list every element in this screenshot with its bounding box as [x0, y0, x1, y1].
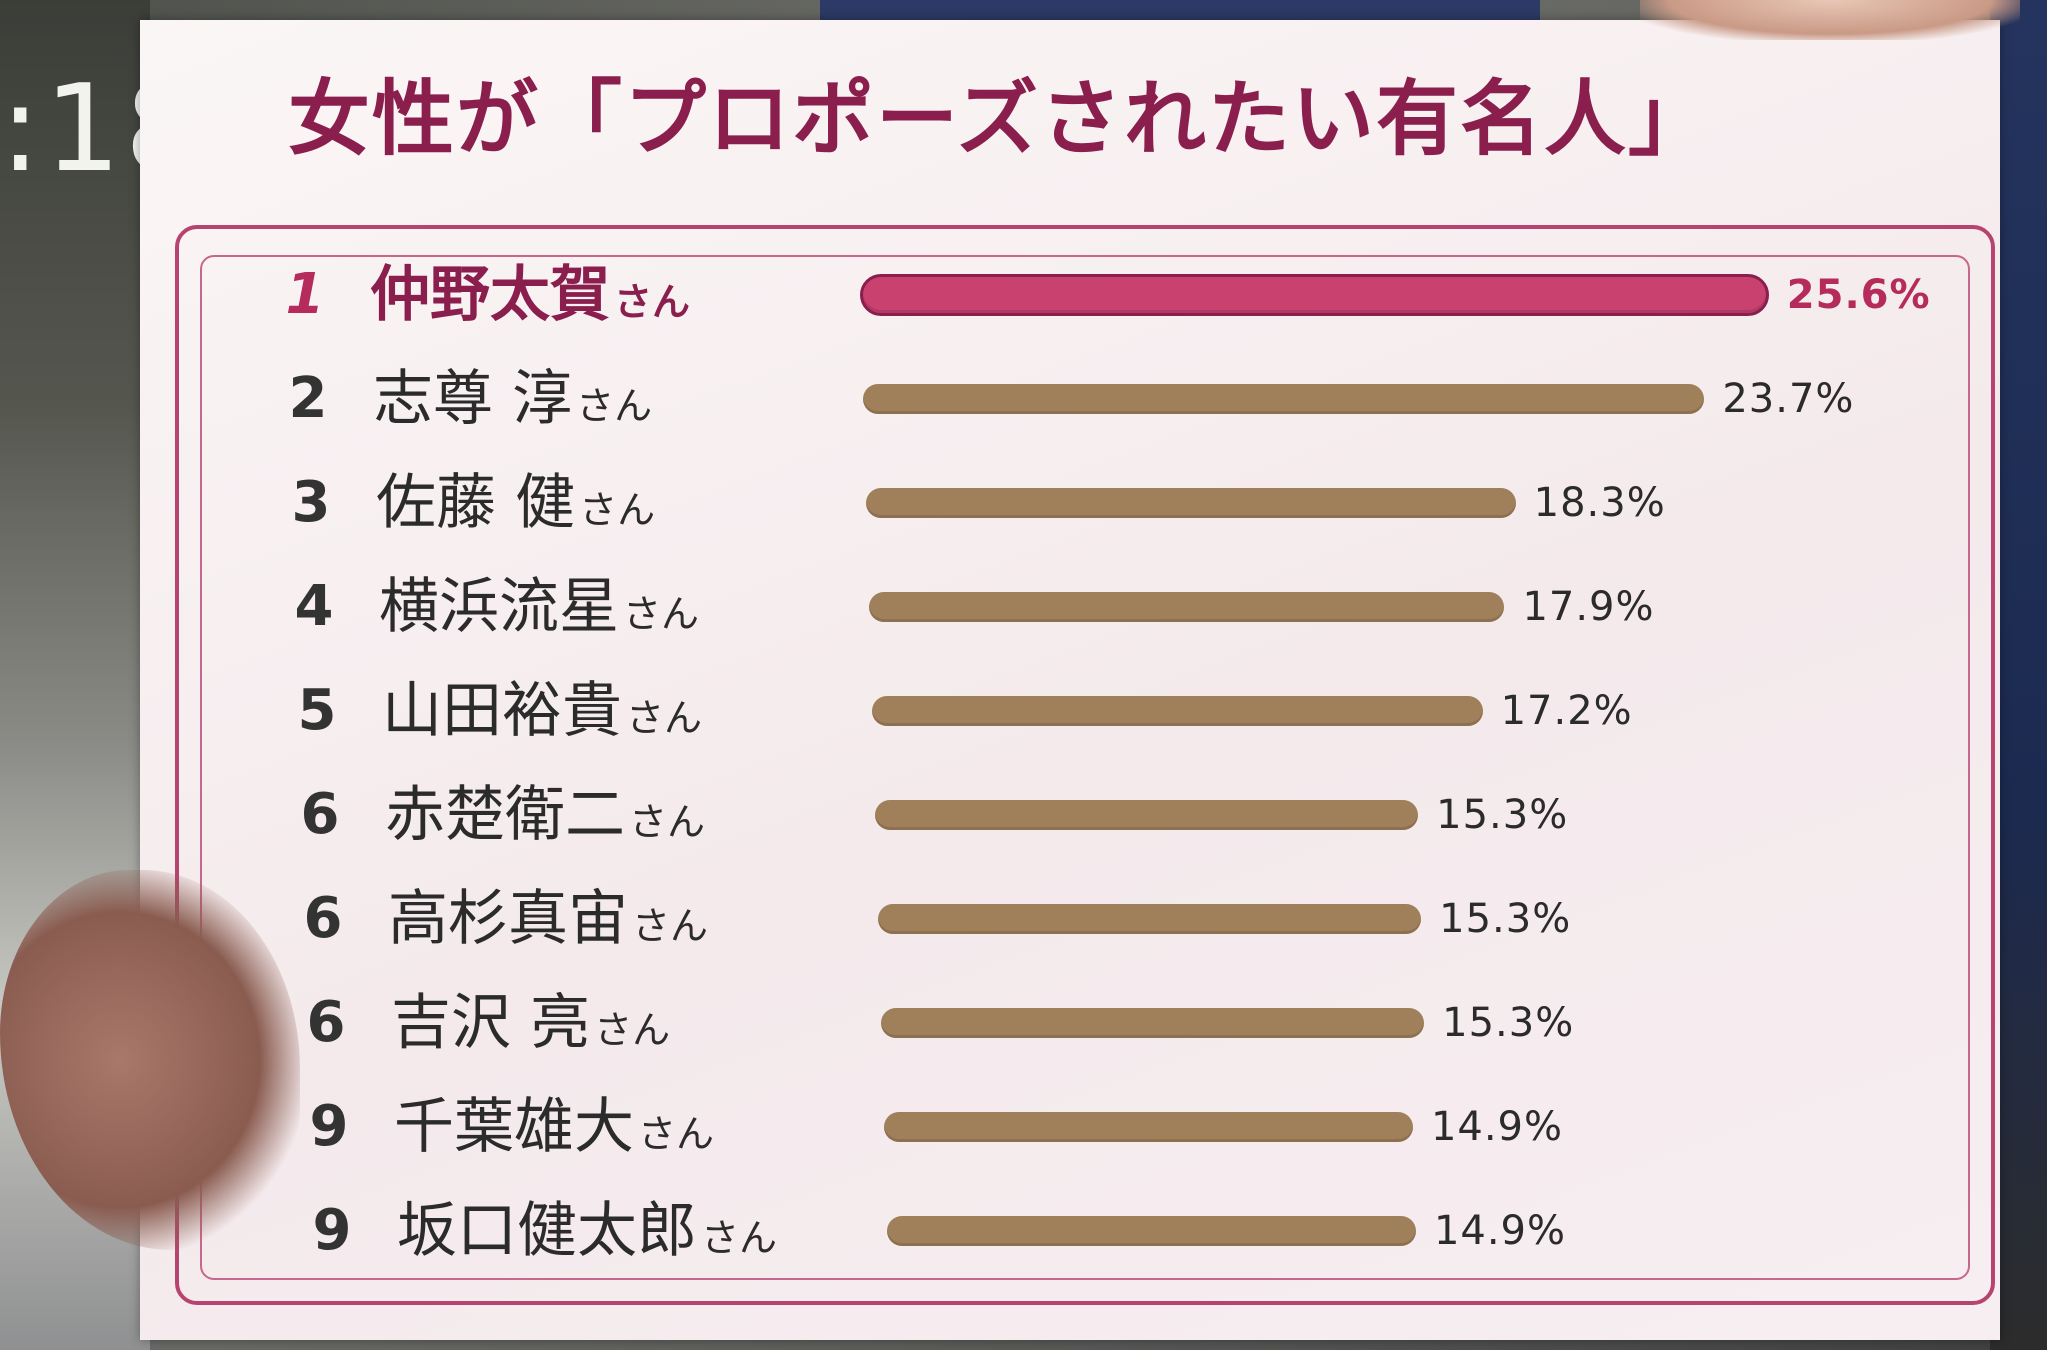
person-name: 吉沢 亮さん [391, 983, 670, 1063]
honorific-san: さん [623, 592, 700, 636]
person-name-text: 赤楚衛二 [385, 780, 625, 850]
value-label: 14.9% [1433, 1208, 1567, 1254]
honorific-san: さん [614, 280, 691, 324]
person-name-text: 高杉真宙 [388, 884, 628, 954]
person-name: 赤楚衛二 さん [385, 775, 705, 855]
rank-number: 6 [306, 990, 346, 1055]
board-frame-inner [200, 255, 1970, 1280]
value-bar [869, 592, 1505, 622]
person-name-text: 横浜流星 [379, 572, 619, 642]
rank-number: 9 [312, 1198, 352, 1263]
honorific-san: さん [576, 384, 653, 428]
value-bar [881, 1008, 1425, 1038]
value-bar [878, 904, 1422, 934]
rank-number: 3 [291, 470, 331, 535]
value-bar [863, 384, 1705, 414]
honorific-san: さん [594, 1008, 671, 1052]
value-bar [875, 800, 1419, 830]
value-label: 15.3% [1436, 792, 1569, 838]
value-bar [866, 488, 1516, 518]
rank-number: 9 [309, 1094, 349, 1159]
person-name: 高杉真宙 さん [388, 879, 708, 959]
person-name-text: 山田裕貴 [382, 676, 622, 746]
honorific-san: さん [632, 904, 709, 948]
person-name-text: 坂口健太郎 [397, 1196, 697, 1266]
rank-number: 6 [303, 886, 343, 951]
honorific-san: さん [701, 1216, 778, 1260]
presenter-fingers [1640, 0, 2020, 40]
rank-number: 1 [285, 262, 325, 327]
rank-number: 6 [300, 782, 340, 847]
value-label: 17.9% [1522, 584, 1655, 630]
value-label: 15.3% [1439, 896, 1572, 942]
person-name: 横浜流星 さん [379, 567, 699, 647]
person-name-text: 志尊 淳 [373, 364, 573, 434]
value-label: 17.2% [1500, 688, 1633, 734]
value-bar [887, 1216, 1416, 1246]
value-label: 14.9% [1430, 1104, 1564, 1150]
value-label: 15.3% [1442, 1000, 1575, 1046]
person-name: 山田裕貴 さん [382, 671, 702, 751]
value-label: 23.7% [1722, 376, 1855, 422]
value-bar [872, 696, 1483, 726]
value-bar [860, 274, 1769, 316]
rank-number: 4 [294, 574, 334, 639]
honorific-san: さん [626, 696, 703, 740]
value-label: 18.3% [1533, 480, 1666, 526]
person-name: 佐藤 健さん [376, 463, 655, 543]
person-name-text: 仲野太賀 [370, 260, 610, 330]
honorific-san: さん [579, 488, 656, 532]
person-name: 坂口健太郎 さん [397, 1191, 777, 1271]
person-name: 千葉雄大 さん [394, 1087, 714, 1167]
board-frame-outer [175, 225, 1995, 1305]
chart-title: 女性が「プロポーズされたい有名人」 [288, 72, 1712, 167]
person-name-text: 千葉雄大 [394, 1092, 634, 1162]
rank-number: 2 [288, 366, 328, 431]
presenter-hand [0, 870, 300, 1250]
value-label: 25.6% [1786, 272, 1931, 318]
rank-number: 5 [297, 678, 337, 743]
person-name: 志尊 淳さん [373, 359, 652, 439]
person-name-text: 佐藤 健 [376, 468, 576, 538]
person-name: 仲野太賀 さん [370, 255, 690, 335]
honorific-san: さん [629, 800, 706, 844]
honorific-san: さん [638, 1112, 715, 1156]
person-name-text: 吉沢 亮 [391, 988, 591, 1058]
value-bar [884, 1112, 1413, 1142]
